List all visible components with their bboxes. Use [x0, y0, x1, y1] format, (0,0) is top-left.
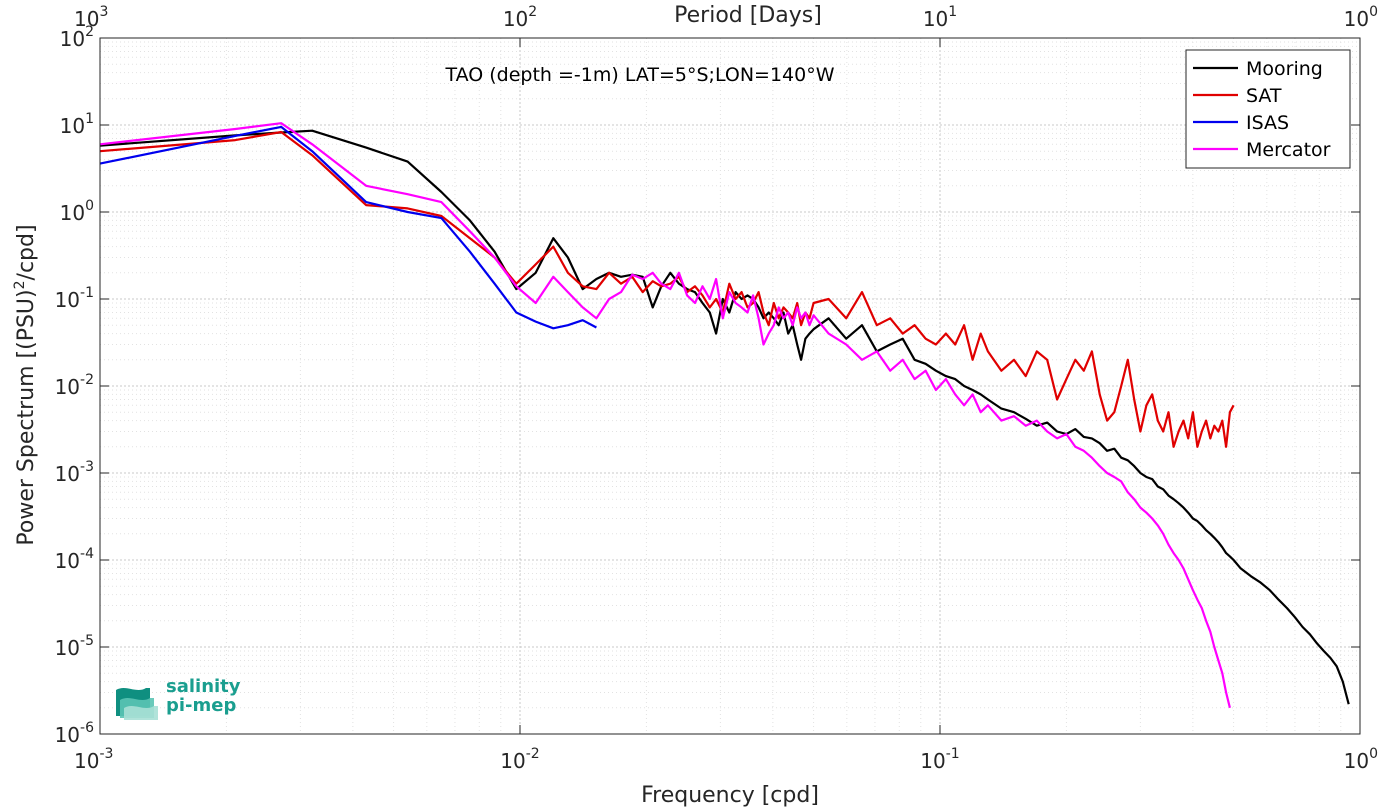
y-tick-label-exp: -4: [80, 546, 94, 562]
series-line-mercator: [99, 122, 1231, 709]
salinity-pi-mep-logo: salinity pi-mep: [116, 676, 241, 720]
y-tick-label: 10-2: [55, 372, 94, 399]
logo-text-line1: salinity: [166, 676, 241, 697]
y-tick-label-base: 10: [55, 549, 80, 573]
series-lines: [99, 122, 1350, 709]
y-tick-label: 10-1: [55, 285, 94, 312]
legend-label: SAT: [1246, 85, 1282, 107]
x2-tick-label-base: 10: [923, 7, 948, 31]
y-tick-label-exp: 2: [85, 24, 94, 40]
x2-tick-label-exp: 3: [99, 4, 108, 20]
x-tick-label-base: 10: [500, 749, 525, 773]
y-axis-label-main: Power Spectrum [(PSU): [14, 289, 39, 545]
y-tick-label-exp: -5: [80, 633, 94, 649]
legend: Mooring SAT ISAS Mercator: [1185, 49, 1351, 169]
tick-labels: 10-310310-210210-110110010010-610-510-41…: [55, 4, 1378, 773]
y-tick-label-base: 10: [55, 636, 80, 660]
series-line-sat: [99, 130, 1235, 448]
series-line-mooring: [99, 129, 1350, 705]
x-tick-label: 10-3: [74, 746, 113, 773]
y-tick-label: 10-6: [55, 720, 95, 747]
x2-axis-label: Period [Days]: [674, 3, 822, 28]
x2-tick-label: 102: [503, 4, 537, 31]
x-tick-label-exp: 0: [1369, 746, 1378, 762]
y-tick-label: 10-4: [55, 546, 95, 573]
x2-tick-label-base: 10: [74, 7, 99, 31]
x-tick-label: 10-1: [920, 746, 959, 773]
y-tick-label-base: 10: [60, 27, 85, 51]
y-tick-label: 10-3: [55, 459, 94, 486]
y-tick-label-base: 10: [55, 462, 80, 486]
x-tick-label-base: 10: [920, 749, 945, 773]
axis-ticks: [99, 37, 1361, 735]
legend-label: Mooring: [1246, 58, 1323, 80]
y-tick-label-base: 10: [55, 375, 80, 399]
x-tick-label-base: 10: [1344, 749, 1369, 773]
x2-tick-label: 100: [1344, 4, 1378, 31]
x-tick-label-exp: -2: [526, 746, 540, 762]
x-axis-label: Frequency [cpd]: [641, 783, 819, 808]
y-tick-label-base: 10: [55, 288, 80, 312]
y-tick-label-exp: -2: [80, 372, 94, 388]
y-tick-label-exp: -3: [80, 459, 94, 475]
legend-label: Mercator: [1246, 139, 1331, 161]
annotation: TAO (depth =-1m) LAT=5°S;LON=140°W: [444, 64, 834, 86]
y-tick-label: 10-5: [55, 633, 94, 660]
x2-tick-label-base: 10: [503, 7, 528, 31]
x2-tick-label: 103: [74, 4, 108, 31]
x-tick-label: 10-2: [500, 746, 539, 773]
x2-tick-label-exp: 0: [1369, 4, 1378, 20]
y-tick-label: 101: [60, 111, 94, 138]
x-tick-label-exp: -3: [99, 746, 113, 762]
x2-tick-label: 101: [923, 4, 957, 31]
x2-tick-label-exp: 2: [528, 4, 537, 20]
y-tick-label-exp: -6: [80, 720, 94, 736]
y-tick-label-base: 10: [60, 201, 85, 225]
x-tick-label-exp: -1: [946, 746, 960, 762]
y-axis-label-sup: 2: [12, 280, 28, 289]
y-tick-label: 102: [60, 24, 94, 51]
logo-text-line2: pi-mep: [166, 695, 236, 716]
legend-label: ISAS: [1246, 112, 1289, 134]
y-tick-label: 100: [60, 198, 94, 225]
y-tick-label-exp: 1: [85, 111, 94, 127]
x-tick-label: 100: [1344, 746, 1378, 773]
series-line-isas: [99, 125, 597, 330]
y-tick-label-exp: 0: [85, 198, 94, 214]
y-tick-label-exp: -1: [80, 285, 94, 301]
y-axis-label: Power Spectrum [(PSU)2/cpd]: [12, 224, 39, 545]
x2-tick-label-exp: 1: [948, 4, 957, 20]
x2-tick-label-base: 10: [1344, 7, 1369, 31]
y-tick-label-base: 10: [55, 723, 80, 747]
x-tick-label-base: 10: [74, 749, 99, 773]
y-axis-label-tail: /cpd]: [14, 224, 39, 280]
y-tick-label-base: 10: [60, 114, 85, 138]
